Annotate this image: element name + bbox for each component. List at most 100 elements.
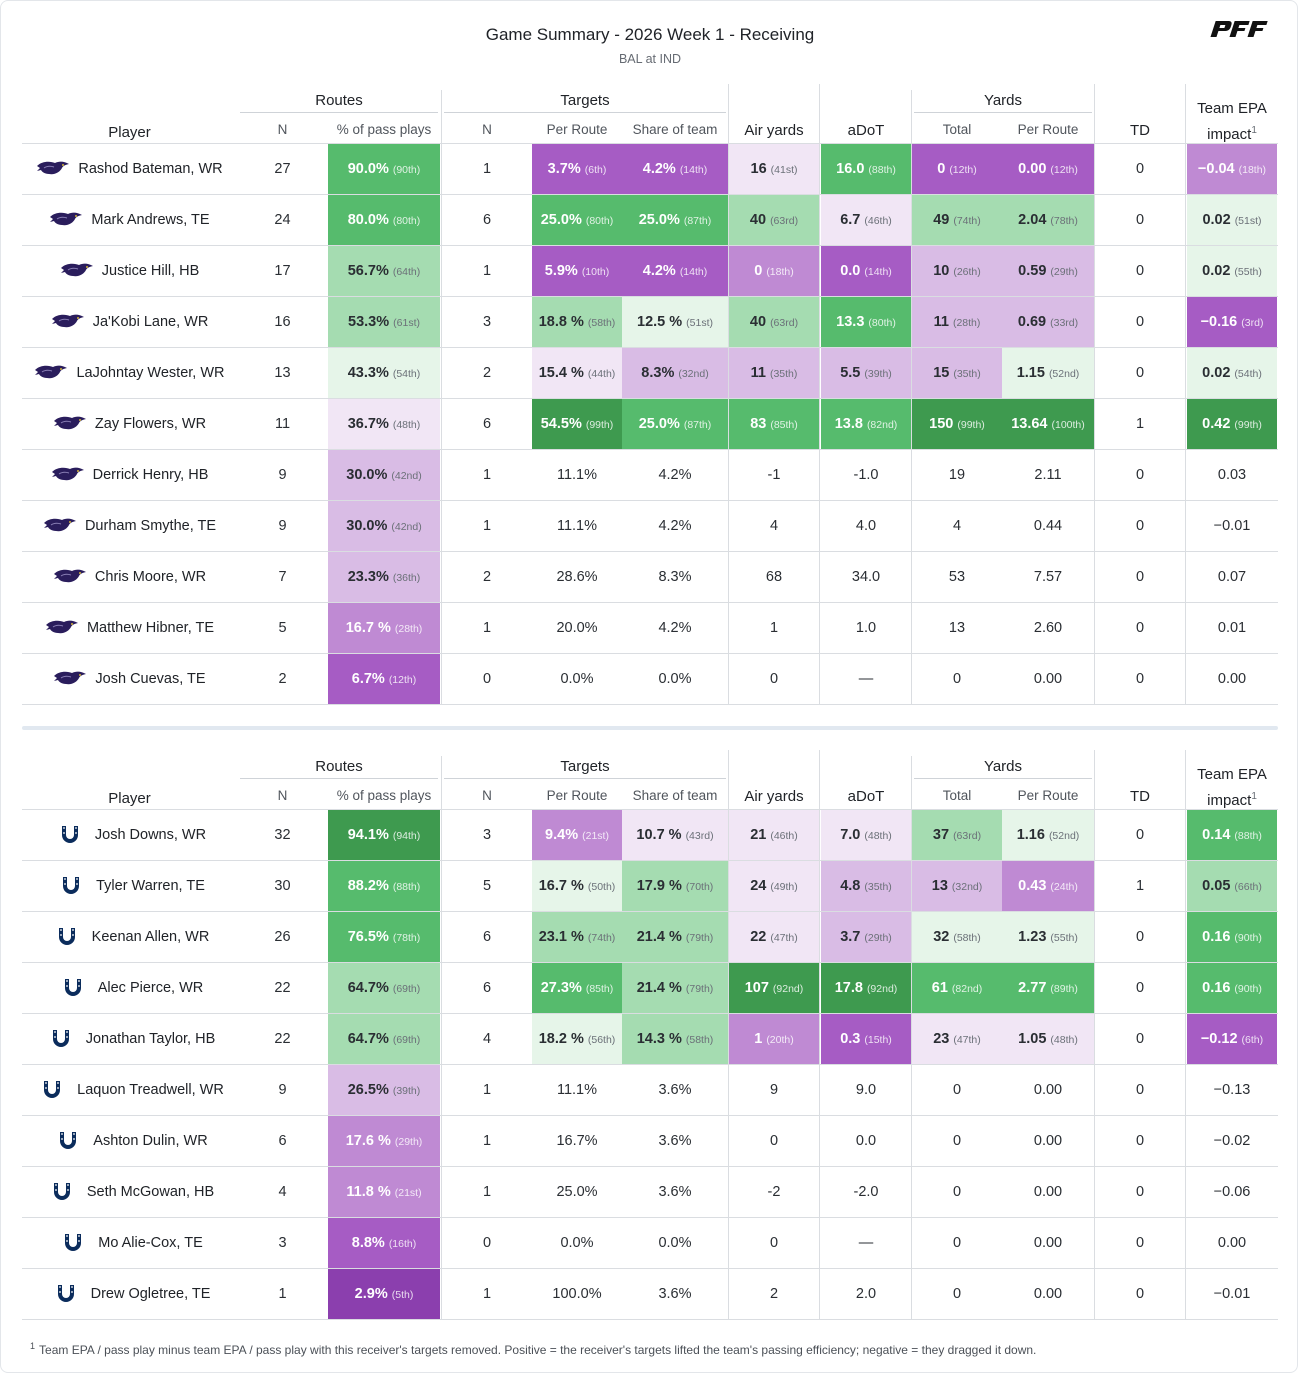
cell-targets-n: 5 — [482, 878, 492, 894]
cell-value: 40 — [749, 314, 767, 330]
cell-rank: (44th) — [587, 368, 616, 380]
cell-value: 12.5 % — [637, 314, 683, 330]
column-separator — [728, 84, 729, 705]
cell-rank: (14th) — [679, 266, 708, 278]
ravens-icon — [51, 312, 85, 332]
cell-rank: (78th) — [1050, 215, 1078, 227]
cell-epa: 0.14 (88th) — [1187, 810, 1277, 860]
cell-value: 2.04 — [1018, 212, 1047, 228]
cell-epa: −0.04 (18th) — [1187, 144, 1277, 194]
cell-air: 107 (92nd) — [729, 963, 819, 1013]
cell-routes-n: 13 — [274, 365, 291, 381]
cell-rank: (63rd) — [770, 317, 799, 329]
cell-value: 1.05 — [1018, 1031, 1047, 1047]
cell-value: 0 — [952, 1133, 962, 1149]
cell-rank: (78th) — [392, 932, 421, 944]
cell-td: 0 — [1135, 671, 1145, 687]
cell-rank: (61st) — [393, 317, 420, 329]
cell-value: 1.23 — [1018, 929, 1047, 945]
cell-yds: 49 (74th) — [912, 195, 1002, 245]
cell-value: 0.43 — [1018, 878, 1047, 894]
cell-per-route: 27.3% (85th) — [532, 963, 622, 1013]
cell-rank: (51st) — [1234, 215, 1262, 227]
column-separator — [728, 750, 729, 1320]
cell-pct: 26.5% (39th) — [328, 1065, 440, 1115]
cell-rank: (92nd) — [772, 983, 804, 995]
cell-value: 9.4% — [545, 827, 579, 843]
cell-td: 0 — [1135, 980, 1145, 996]
table-row: Tyler Warren, TE 30 5 1 88.2% (88th) 16.7 % (50… — [0, 861, 1300, 912]
cell-yds: 23 (47th) — [912, 1014, 1002, 1064]
pff-logo — [1208, 20, 1274, 38]
horseshoe-icon — [51, 1131, 85, 1151]
cell-air: 24 (49th) — [729, 861, 819, 911]
cell-per-route: 0.0% — [532, 1218, 622, 1268]
row-rule — [22, 1268, 1278, 1269]
column-separator — [1185, 84, 1186, 705]
cell-value: 40 — [749, 212, 767, 228]
cell-value: 16.7% — [556, 1133, 598, 1149]
row-rule — [22, 551, 1278, 552]
cell-epa: 0.07 — [1187, 552, 1277, 602]
horseshoe-icon — [44, 1029, 78, 1049]
cell-value: 0.00 — [1033, 671, 1063, 687]
cell-routes-n: 5 — [278, 620, 287, 636]
cell-ypr: 7.57 — [1002, 552, 1094, 602]
cell-value: 0.00 — [1217, 671, 1247, 687]
cell-air: 0 — [729, 1218, 819, 1268]
cell-targets-n: 4 — [482, 1031, 492, 1047]
cell-yds: 15 (35th) — [912, 348, 1002, 398]
cell-value: 0 — [952, 1082, 962, 1098]
cell-yds: 19 — [912, 450, 1002, 500]
cell-yds: 0 (12th) — [912, 144, 1002, 194]
cell-air: 21 (46th) — [729, 810, 819, 860]
team-divider — [22, 726, 1278, 730]
cell-air: 83 (85th) — [729, 399, 819, 449]
cell-value: 150 — [929, 416, 954, 432]
cell-value: 43.3% — [347, 365, 389, 381]
cell-share: 4.2% — [622, 501, 728, 551]
row-rule — [22, 962, 1278, 963]
cell-value: 0.07 — [1217, 569, 1247, 585]
cell-rank: (48th) — [1050, 1034, 1078, 1046]
column-separator — [911, 90, 912, 705]
cell-value: 13.3 — [836, 314, 865, 330]
cell-value: 90.0% — [347, 161, 389, 177]
cell-ypr: 2.60 — [1002, 603, 1094, 653]
cell-rank: (58th) — [685, 1034, 714, 1046]
cell-rank: (99th) — [585, 419, 614, 431]
cell-epa: −0.01 — [1187, 1269, 1277, 1319]
cell-value: 37 — [932, 827, 950, 843]
cell-share: 8.3% (32nd) — [622, 348, 728, 398]
cell-ypr: 0.00 — [1002, 1218, 1094, 1268]
cell-rank: (36th) — [392, 572, 421, 584]
cell-rank: (52nd) — [1048, 368, 1080, 380]
cell-yds: 32 (58th) — [912, 912, 1002, 962]
cell-yds: 0 — [912, 1116, 1002, 1166]
cell-routes-n: 3 — [278, 1235, 287, 1251]
cell-value: 4 — [769, 518, 779, 534]
header-targets-per-route: Per Route — [546, 788, 608, 803]
cell-value: 19 — [948, 467, 966, 483]
cell-rank: (55th) — [1234, 266, 1262, 278]
group-routes-rule — [240, 778, 438, 779]
player-name: Justice Hill, HB — [101, 263, 200, 279]
cell-per-route: 15.4 % (44th) — [532, 348, 622, 398]
cell-ypr: 2.04 (78th) — [1002, 195, 1094, 245]
row-rule-top — [22, 809, 1278, 810]
cell-rank: (39th) — [392, 1085, 421, 1097]
cell-adot: 7.0 (48th) — [821, 810, 911, 860]
cell-pct: 64.7% (69th) — [328, 963, 440, 1013]
cell-value: 2.60 — [1033, 620, 1063, 636]
cell-rank: (14th) — [679, 164, 708, 176]
column-separator — [1185, 750, 1186, 1320]
cell-rank: (42nd) — [391, 470, 422, 482]
table-row: Josh Downs, WR 32 3 0 94.1% (94th) 9.4% (21st) 1… — [0, 809, 1300, 861]
cell-td: 0 — [1135, 518, 1145, 534]
table-row: Ja'Kobi Lane, WR 16 3 0 53.3% (61st) 18.8 % (58… — [0, 297, 1300, 348]
cell-value: 4.8 — [840, 878, 861, 894]
cell-td: 0 — [1135, 467, 1145, 483]
cell-pct: 43.3% (54th) — [328, 348, 440, 398]
group-targets-rule — [444, 778, 726, 779]
cell-value: 0.16 — [1202, 929, 1231, 945]
